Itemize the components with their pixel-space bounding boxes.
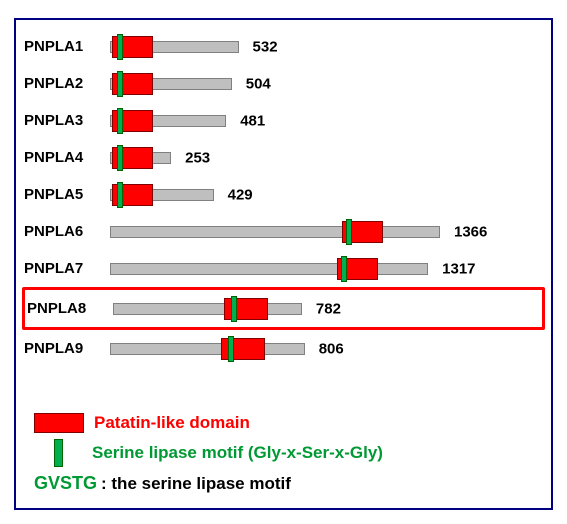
serine-motif — [228, 336, 234, 362]
protein-bar — [110, 343, 305, 355]
protein-bar — [110, 263, 428, 275]
protein-track: 504 — [110, 67, 543, 100]
serine-motif — [117, 182, 123, 208]
protein-track: 429 — [110, 178, 543, 211]
protein-length: 504 — [246, 75, 271, 92]
legend: Patatin-like domain Serine lipase motif … — [34, 413, 383, 494]
serine-motif — [117, 34, 123, 60]
serine-motif — [346, 219, 352, 245]
protein-label: PNPLA1 — [24, 38, 110, 55]
protein-label: PNPLA7 — [24, 260, 110, 277]
serine-motif — [231, 296, 237, 322]
protein-row: PNPLA7 1317 — [24, 252, 543, 285]
legend-domain-label: Patatin-like domain — [94, 413, 250, 433]
legend-gvstg-desc: : the serine lipase motif — [101, 474, 291, 494]
legend-gvstg: GVSTG — [34, 473, 97, 494]
protein-track: 806 — [110, 332, 543, 365]
protein-length: 1317 — [442, 260, 475, 277]
protein-track: 1317 — [110, 252, 543, 285]
protein-length: 806 — [319, 340, 344, 357]
protein-row: PNPLA5 429 — [24, 178, 543, 211]
protein-track: 1366 — [110, 215, 543, 248]
legend-gvstg-row: GVSTG : the serine lipase motif — [34, 473, 383, 494]
protein-length: 782 — [316, 300, 341, 317]
serine-motif — [117, 145, 123, 171]
protein-row: PNPLA1 532 — [24, 30, 543, 63]
protein-label: PNPLA5 — [24, 186, 110, 203]
patatin-domain-swatch — [34, 413, 84, 433]
protein-track: 253 — [110, 141, 543, 174]
legend-domain-row: Patatin-like domain — [34, 413, 383, 433]
protein-label: PNPLA4 — [24, 149, 110, 166]
protein-row: PNPLA8 782 — [22, 287, 545, 330]
protein-length: 1366 — [454, 223, 487, 240]
protein-track: 481 — [110, 104, 543, 137]
protein-length: 253 — [185, 149, 210, 166]
protein-label: PNPLA9 — [24, 340, 110, 357]
diagram-panel: PNPLA1532PNPLA2504PNPLA3481PNPLA4253PNPL… — [14, 18, 553, 510]
protein-label: PNPLA3 — [24, 112, 110, 129]
protein-row: PNPLA9 806 — [24, 332, 543, 365]
serine-motif — [117, 108, 123, 134]
protein-row: PNPLA3 481 — [24, 104, 543, 137]
protein-length: 481 — [240, 112, 265, 129]
protein-label: PNPLA8 — [27, 300, 113, 317]
protein-label: PNPLA2 — [24, 75, 110, 92]
protein-bar — [113, 303, 302, 315]
protein-label: PNPLA6 — [24, 223, 110, 240]
protein-track: 782 — [113, 292, 540, 325]
serine-motif-swatch — [54, 439, 63, 467]
protein-bar — [110, 226, 440, 238]
serine-motif — [117, 71, 123, 97]
protein-track: 532 — [110, 30, 543, 63]
legend-motif-row: Serine lipase motif (Gly-x-Ser-x-Gly) — [34, 439, 383, 467]
protein-row: PNPLA4 253 — [24, 141, 543, 174]
protein-row: PNPLA6 1366 — [24, 215, 543, 248]
protein-length: 429 — [228, 186, 253, 203]
protein-length: 532 — [253, 38, 278, 55]
serine-motif — [341, 256, 347, 282]
protein-row: PNPLA2 504 — [24, 67, 543, 100]
protein-rows: PNPLA1532PNPLA2504PNPLA3481PNPLA4253PNPL… — [24, 30, 543, 365]
legend-motif-label: Serine lipase motif (Gly-x-Ser-x-Gly) — [92, 443, 383, 463]
